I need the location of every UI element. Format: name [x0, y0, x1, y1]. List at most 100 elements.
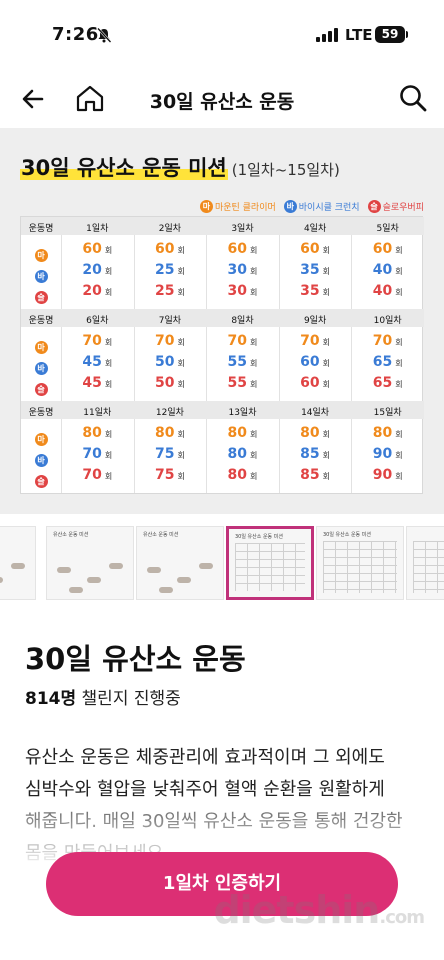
thumbnail-grid	[323, 541, 397, 593]
rep-unit: 회	[322, 338, 331, 347]
rep-value: 20	[82, 262, 102, 278]
column-divider	[278, 235, 280, 309]
rep-count: 60 회	[279, 354, 352, 370]
mission-block: 운동명 11일차 12일차 13일차 14일차 15일차 마 80 회 80 회 80 회 80 회 80 회 바…	[21, 401, 424, 493]
thumbnail-image[interactable]: 유산소 운동 미션	[46, 526, 134, 600]
rep-value: 60	[82, 241, 102, 257]
thumbnail-image[interactable]: 유산소 운동 미션	[136, 526, 224, 600]
rep-value: 60	[227, 241, 248, 257]
thumbnail-figure	[177, 577, 191, 583]
exercise-badge-label: 마	[34, 433, 48, 446]
thumbnail-image[interactable]: 30일 유산소 운동 미션	[316, 526, 404, 600]
status-bar: 7:26 LTE 59	[0, 0, 444, 70]
rep-value: 75	[154, 446, 175, 462]
rep-value: 65	[372, 375, 393, 391]
row-label-header: 운동명	[28, 316, 54, 326]
rep-count: 65 회	[351, 375, 424, 391]
rep-unit: 회	[395, 246, 403, 255]
exercise-badge-label: 마	[34, 249, 48, 262]
rep-unit: 회	[395, 267, 403, 276]
rep-count: 70 회	[206, 333, 279, 349]
thumbnail-grid	[235, 543, 305, 591]
rep-unit: 회	[104, 338, 113, 347]
rep-unit: 회	[250, 472, 258, 481]
thumbnail-image[interactable]	[0, 526, 36, 600]
legend-item: 바 바이시클 크런치	[283, 200, 360, 213]
home-icon[interactable]	[74, 82, 106, 114]
column-divider	[278, 419, 280, 493]
rep-unit: 회	[104, 430, 113, 439]
back-arrow-icon[interactable]	[18, 84, 48, 114]
rep-unit: 회	[395, 472, 403, 481]
rep-value: 45	[82, 375, 102, 391]
day-header: 7일차	[158, 316, 182, 326]
image-thumbnail-strip[interactable]: 유산소 운동 미션 유산소 운동 미션 30일 유산소 운동 미션 30일 유산소 운…	[0, 514, 444, 610]
search-icon[interactable]	[398, 83, 428, 113]
bell-off-icon	[97, 27, 112, 43]
rep-unit: 회	[177, 451, 185, 460]
rep-unit: 회	[177, 430, 185, 439]
rep-unit: 회	[177, 267, 185, 276]
column-divider	[61, 419, 62, 493]
rep-count: 50 회	[134, 375, 207, 391]
rep-value: 80	[372, 425, 393, 441]
thumbnail-figure	[159, 587, 173, 593]
certify-day-button[interactable]: 1일차 인증하기	[46, 852, 398, 916]
rep-unit: 회	[322, 472, 331, 481]
thumbnail-image[interactable]: 30일 유산소 운동 미션	[226, 526, 314, 600]
rep-count: 20 회	[61, 262, 134, 278]
column-divider	[351, 419, 353, 493]
exercise-badge: 슬	[21, 285, 61, 304]
exercise-badge-label: 슬	[34, 475, 48, 488]
hero-title-main: 30일 유산소 운동 미션	[20, 156, 228, 180]
day-header: 8일차	[231, 316, 254, 326]
rep-unit: 회	[322, 380, 331, 389]
rep-count: 75 회	[134, 467, 207, 483]
column-divider	[61, 235, 62, 309]
rep-unit: 회	[250, 430, 258, 439]
rep-count: 80 회	[206, 425, 279, 441]
rep-value: 80	[82, 425, 102, 441]
rep-count: 80 회	[61, 425, 134, 441]
exercise-badge-label: 슬	[34, 291, 48, 304]
legend-badge: 바	[283, 200, 297, 213]
rep-value: 55	[227, 354, 248, 370]
rep-unit: 회	[250, 246, 258, 255]
rep-value: 35	[300, 283, 320, 299]
rep-unit: 회	[322, 267, 331, 276]
thumbnail-grid	[413, 541, 444, 593]
rep-unit: 회	[395, 359, 403, 368]
rep-value: 80	[227, 425, 248, 441]
rep-unit: 회	[322, 430, 331, 439]
day-header: 5일차	[376, 224, 399, 234]
rep-value: 35	[300, 262, 320, 278]
rep-value: 60	[300, 354, 320, 370]
rep-count: 60 회	[206, 241, 279, 257]
legend-badge: 슬	[367, 200, 381, 213]
rep-unit: 회	[177, 246, 185, 255]
rep-value: 25	[154, 283, 175, 299]
rep-value: 75	[154, 467, 175, 483]
thumbnail-title: 30일 유산소 운동 미션	[323, 532, 371, 538]
rep-value: 60	[154, 241, 175, 257]
watermark: dietshin.com	[213, 888, 425, 932]
rep-value: 90	[372, 467, 393, 483]
rep-count: 70 회	[351, 333, 424, 349]
rep-count: 90 회	[351, 467, 424, 483]
exercise-badge-label: 바	[34, 454, 48, 467]
rep-count: 80 회	[206, 446, 279, 462]
thumbnail-image[interactable]	[406, 526, 444, 600]
rep-value: 30	[227, 283, 248, 299]
rep-unit: 회	[177, 359, 185, 368]
participants-count: 814명 챌린지 진행중	[25, 684, 181, 709]
rep-count: 75 회	[134, 446, 207, 462]
column-divider	[351, 235, 353, 309]
rep-count: 70 회	[61, 467, 134, 483]
rep-unit: 회	[250, 359, 258, 368]
rep-unit: 회	[395, 380, 403, 389]
rep-unit: 회	[250, 267, 258, 276]
column-divider	[133, 327, 135, 401]
exercise-badge-label: 바	[34, 362, 48, 375]
rep-count: 90 회	[351, 446, 424, 462]
rep-count: 80 회	[206, 467, 279, 483]
